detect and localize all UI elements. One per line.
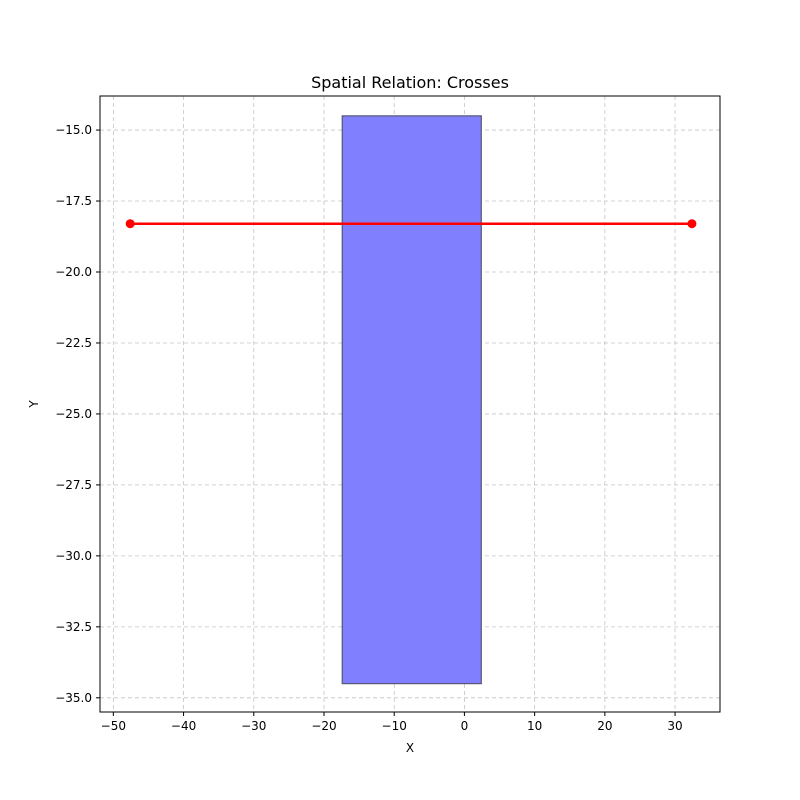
y-axis-label: Y xyxy=(27,400,41,409)
y-tick-label: −20.0 xyxy=(55,265,92,279)
x-tick-label: 20 xyxy=(597,719,612,733)
y-tick-label: −27.5 xyxy=(55,478,92,492)
y-tick-label: −15.0 xyxy=(55,123,92,137)
y-tick-label: −22.5 xyxy=(55,336,92,350)
x-tick-label: 0 xyxy=(461,719,469,733)
x-tick-label: −40 xyxy=(171,719,196,733)
x-axis-ticks: −50 −40 −30 −20 −10 0 10 20 30 xyxy=(101,712,683,733)
y-tick-label: −35.0 xyxy=(55,691,92,705)
y-tick-label: −30.0 xyxy=(55,549,92,563)
plot-area-frame xyxy=(99,95,721,713)
line-layer xyxy=(125,219,697,229)
y-axis-ticks: −15.0 −17.5 −20.0 −22.5 −25.0 −27.5 −30.0 −32.5… xyxy=(55,123,100,705)
y-tick-label: −17.5 xyxy=(55,194,92,208)
line-endpoint-marker xyxy=(125,219,135,229)
chart-title: Spatial Relation: Crosses xyxy=(311,73,509,92)
x-tick-label: −20 xyxy=(311,719,336,733)
x-tick-label: 10 xyxy=(527,719,542,733)
x-tick-label: −10 xyxy=(382,719,407,733)
y-tick-label: −25.0 xyxy=(55,407,92,421)
polygon-layer xyxy=(341,115,482,685)
y-tick-label: −32.5 xyxy=(55,620,92,634)
x-axis-label: X xyxy=(406,741,414,755)
x-tick-label: −50 xyxy=(101,719,126,733)
polygon-rectangle xyxy=(341,115,482,685)
line-endpoint-marker xyxy=(687,219,697,229)
x-tick-label: 30 xyxy=(667,719,682,733)
x-tick-label: −30 xyxy=(241,719,266,733)
